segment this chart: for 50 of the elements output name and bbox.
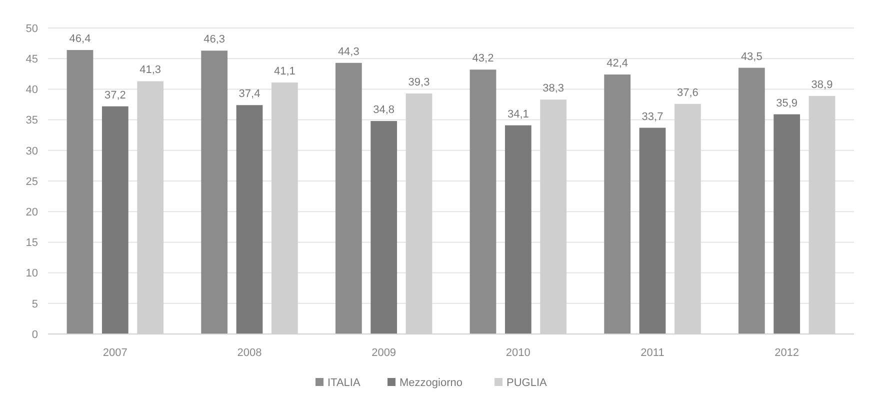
y-tick-label: 45	[26, 53, 38, 66]
bar	[236, 105, 263, 334]
y-tick-label: 35	[26, 114, 38, 127]
y-tick-label: 15	[26, 237, 38, 250]
x-tick-label: 2008	[237, 347, 262, 359]
y-tick-label: 30	[26, 145, 38, 158]
data-label: 41,3	[140, 64, 162, 76]
data-label: 43,5	[740, 50, 762, 63]
x-tick-label: 2007	[102, 347, 128, 359]
y-tick-label: 0	[32, 328, 38, 341]
bar	[470, 70, 496, 334]
data-label: 43,2	[472, 52, 494, 65]
data-label: 37,6	[676, 86, 698, 99]
bar	[335, 62, 362, 334]
data-label: 44,3	[338, 46, 360, 58]
y-tick-label: 20	[26, 206, 38, 218]
bar	[738, 68, 765, 334]
bar	[201, 50, 228, 334]
data-label: 34,1	[507, 108, 529, 120]
data-label: 33,7	[642, 110, 664, 123]
data-label: 41,1	[274, 65, 296, 78]
data-label: 38,9	[811, 78, 833, 91]
bar	[639, 128, 666, 334]
legend-label: ITALIA	[328, 376, 361, 389]
data-label: 34,8	[373, 104, 395, 116]
data-label: 46,3	[204, 34, 226, 46]
data-label: 37,2	[104, 89, 126, 102]
x-tick-label: 2010	[506, 347, 530, 359]
x-tick-label: 2012	[774, 347, 800, 359]
data-label: 35,9	[776, 97, 798, 110]
data-label: 37,4	[238, 88, 260, 100]
data-label: 42,4	[606, 58, 628, 70]
legend-label: PUGLIA	[506, 376, 548, 389]
bar	[370, 121, 398, 334]
x-tick-label: 2011	[640, 347, 664, 359]
y-tick-label: 25	[26, 176, 38, 188]
x-tick-label: 2009	[372, 347, 396, 359]
bar	[504, 125, 532, 334]
bar	[774, 114, 800, 334]
data-label: 38,3	[542, 82, 564, 95]
y-tick-label: 50	[26, 22, 38, 35]
bar	[66, 50, 94, 334]
legend-label: Mezzogiorno	[400, 376, 462, 389]
bar	[102, 106, 128, 334]
data-label: 46,4	[69, 33, 91, 46]
y-tick-label: 40	[26, 84, 38, 96]
y-tick-label: 10	[26, 268, 38, 280]
data-label: 39,3	[408, 76, 430, 88]
bar	[604, 74, 631, 334]
y-tick-label: 5	[32, 298, 38, 310]
